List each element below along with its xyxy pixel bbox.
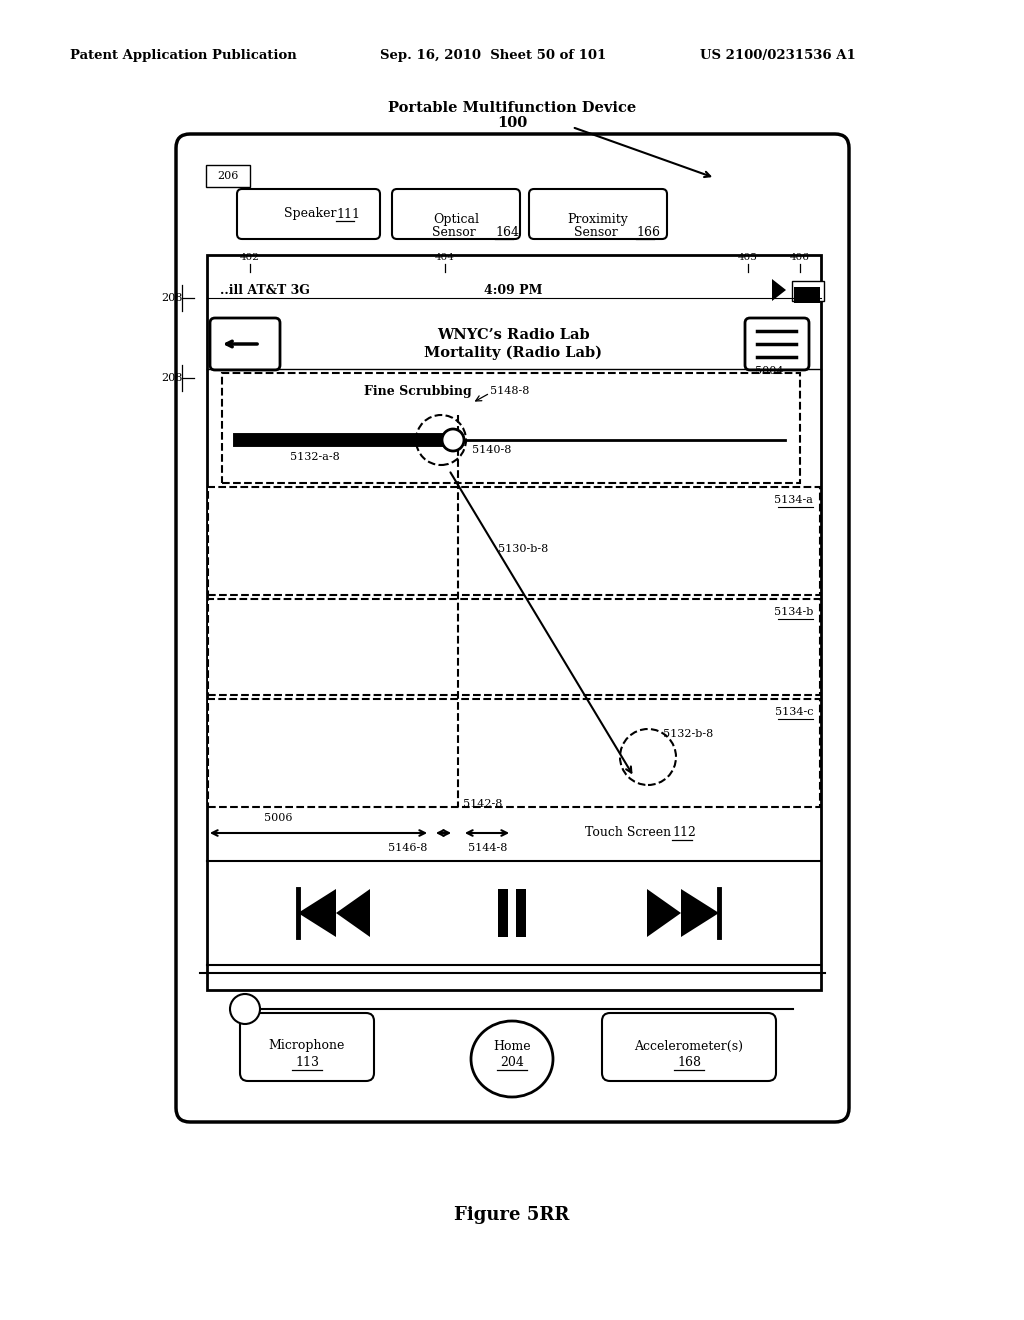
Bar [208, 599, 820, 696]
FancyBboxPatch shape [529, 189, 667, 239]
Text: 5006: 5006 [264, 813, 292, 822]
FancyBboxPatch shape [210, 318, 280, 370]
FancyBboxPatch shape [206, 165, 250, 187]
Text: 100: 100 [497, 116, 527, 129]
Text: 4:09 PM: 4:09 PM [483, 284, 542, 297]
FancyBboxPatch shape [176, 135, 849, 1122]
FancyBboxPatch shape [602, 1012, 776, 1081]
Text: 208: 208 [162, 374, 182, 383]
Text: 5148-8: 5148-8 [490, 385, 529, 396]
FancyBboxPatch shape [392, 189, 520, 239]
Text: 208: 208 [162, 293, 182, 304]
Text: 164: 164 [495, 226, 519, 239]
Text: 204: 204 [500, 1056, 524, 1069]
Text: 5132-a-8: 5132-a-8 [290, 451, 340, 462]
Text: 168: 168 [677, 1056, 701, 1069]
Bar [208, 700, 820, 807]
FancyBboxPatch shape [237, 189, 380, 239]
Polygon shape [772, 279, 786, 301]
Bar [794, 286, 820, 304]
Text: ..ill AT&T 3G: ..ill AT&T 3G [220, 284, 310, 297]
Text: 402: 402 [240, 253, 260, 263]
Circle shape [230, 994, 260, 1024]
Text: 206: 206 [217, 172, 239, 181]
Text: Optical: Optical [433, 213, 479, 226]
Text: 5142-8: 5142-8 [463, 799, 503, 809]
Ellipse shape [471, 1020, 553, 1097]
Text: Sep. 16, 2010  Sheet 50 of 101: Sep. 16, 2010 Sheet 50 of 101 [380, 49, 606, 62]
Text: Figure 5RR: Figure 5RR [455, 1206, 569, 1224]
Text: 5134-c: 5134-c [774, 708, 813, 717]
Text: 5134-b: 5134-b [773, 607, 813, 616]
Text: 5004: 5004 [755, 366, 783, 376]
Text: 5144-8: 5144-8 [468, 843, 508, 853]
Text: 113: 113 [295, 1056, 319, 1069]
Text: Speaker: Speaker [284, 207, 341, 220]
Text: Microphone: Microphone [269, 1040, 345, 1052]
Polygon shape [336, 888, 370, 937]
Text: Portable Multifunction Device: Portable Multifunction Device [388, 102, 636, 115]
Text: US 2100/0231536 A1: US 2100/0231536 A1 [700, 49, 856, 62]
Circle shape [442, 429, 464, 451]
Text: Proximity: Proximity [567, 213, 629, 226]
Text: 112: 112 [672, 826, 696, 840]
Polygon shape [298, 888, 336, 937]
Text: 5132-b-8: 5132-b-8 [663, 729, 714, 739]
Bar [792, 281, 824, 301]
Text: Sensor: Sensor [432, 226, 480, 239]
Text: 5140-8: 5140-8 [472, 445, 511, 455]
Text: Home: Home [494, 1040, 530, 1052]
Text: WNYC’s Radio Lab: WNYC’s Radio Lab [436, 327, 590, 342]
Text: 5146-8: 5146-8 [388, 843, 428, 853]
FancyBboxPatch shape [745, 318, 809, 370]
Text: 5130-b-8: 5130-b-8 [498, 544, 548, 554]
Polygon shape [681, 888, 719, 937]
Text: 111: 111 [336, 207, 360, 220]
Polygon shape [647, 888, 681, 937]
Text: 404: 404 [435, 253, 455, 263]
Text: 5134-a: 5134-a [774, 495, 813, 506]
Polygon shape [498, 888, 508, 937]
Text: Fine Scrubbing: Fine Scrubbing [365, 384, 472, 397]
Bar [222, 374, 800, 483]
Text: 405: 405 [738, 253, 758, 263]
Text: Touch Screen: Touch Screen [585, 826, 675, 840]
FancyBboxPatch shape [240, 1012, 374, 1081]
Text: Mortality (Radio Lab): Mortality (Radio Lab) [424, 346, 602, 360]
Text: 406: 406 [791, 253, 810, 263]
Polygon shape [516, 888, 526, 937]
Bar [207, 255, 821, 990]
Text: Accelerometer(s): Accelerometer(s) [635, 1040, 743, 1052]
Bar [208, 487, 820, 595]
Text: Sensor: Sensor [574, 226, 622, 239]
Text: 166: 166 [636, 226, 660, 239]
Text: Patent Application Publication: Patent Application Publication [70, 49, 297, 62]
